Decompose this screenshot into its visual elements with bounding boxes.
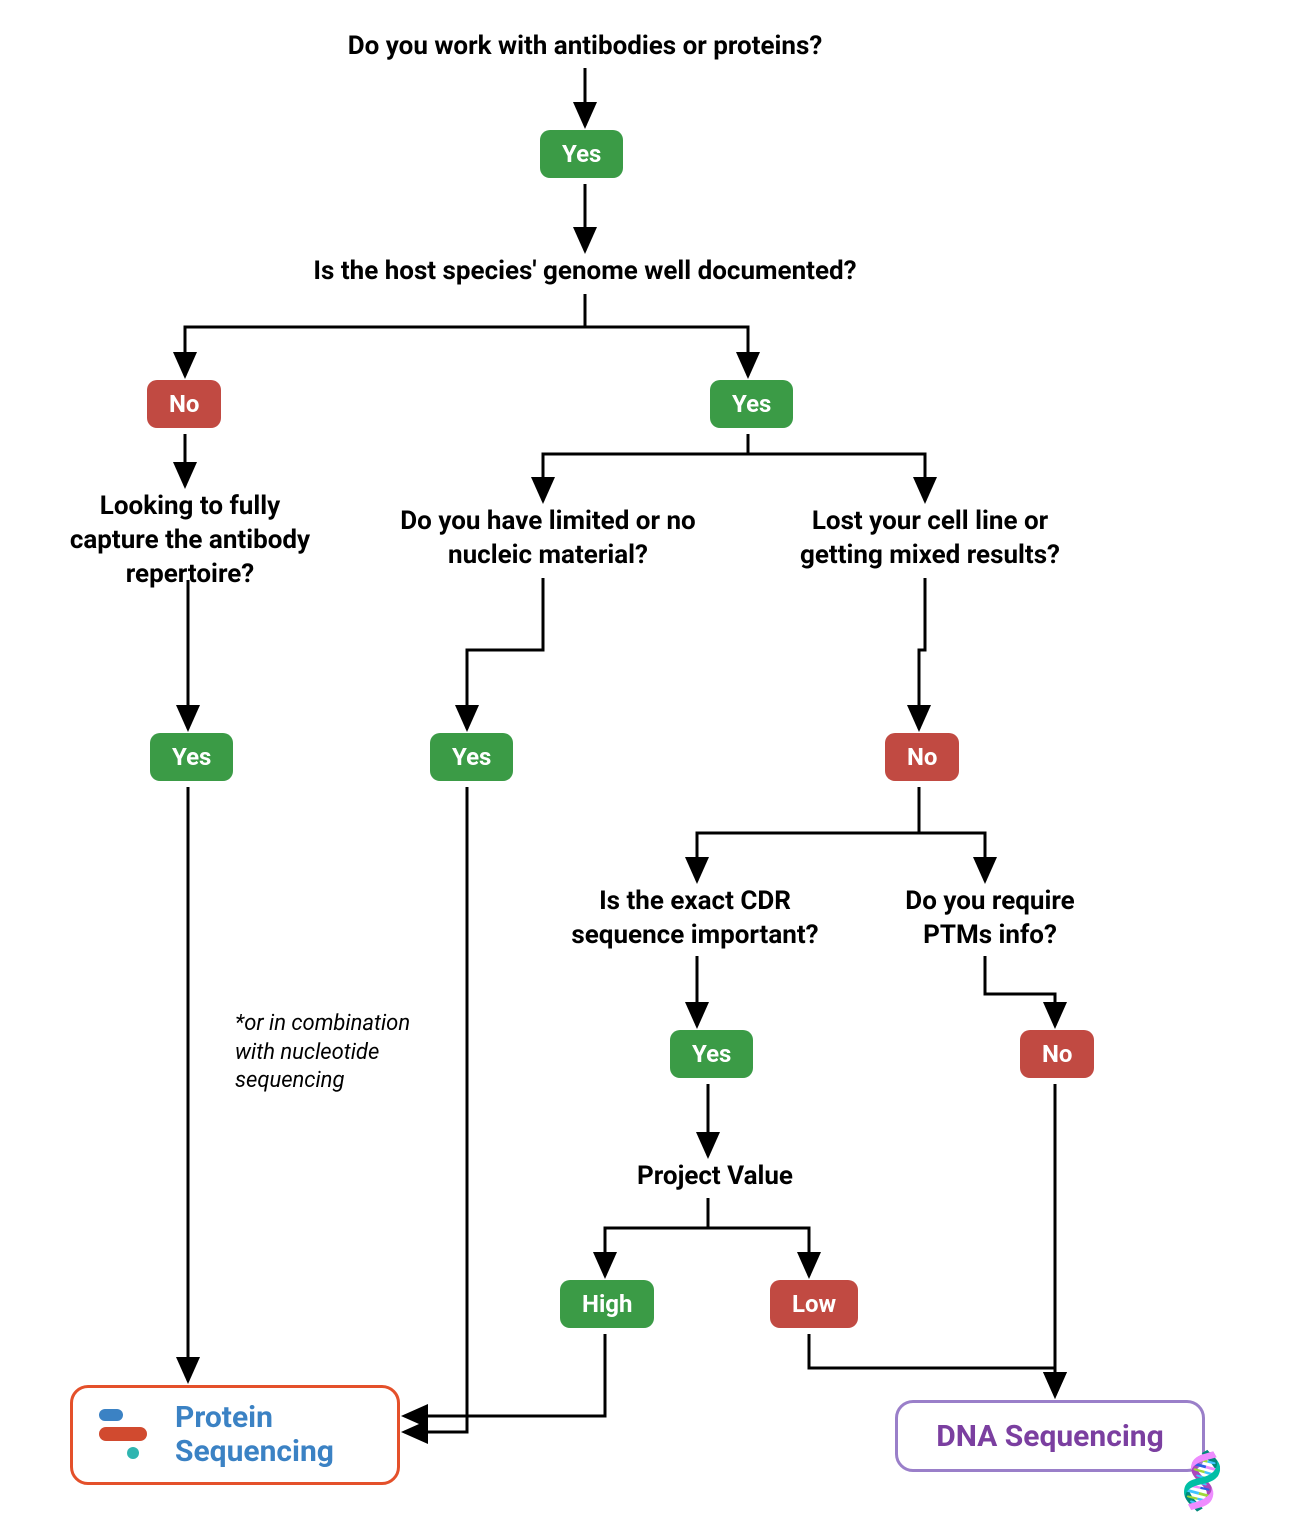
answer-a7_no: No [1020, 1030, 1094, 1078]
answer-a8_low: Low [770, 1280, 858, 1328]
flowchart-edge [467, 578, 543, 729]
flowchart-edge [605, 1198, 708, 1276]
answer-a3_yes: Yes [150, 733, 233, 781]
question-q8: Project Value [615, 1160, 815, 1194]
flowchart-edge [919, 578, 925, 729]
result-protein-label: ProteinSequencing [175, 1401, 334, 1470]
flowchart-edge [809, 1334, 1055, 1396]
answer-a8_high: High [560, 1280, 654, 1328]
flowchart-edge [708, 1198, 809, 1276]
question-q7: Do you require PTMs info? [880, 885, 1100, 953]
answer-a1_yes: Yes [540, 130, 623, 178]
result-protein-sequencing: ProteinSequencing [70, 1385, 400, 1485]
answer-a5_no: No [885, 733, 959, 781]
question-q6: Is the exact CDR sequence important? [565, 885, 825, 953]
flowchart-edge [585, 294, 748, 376]
result-dna-label: DNA Sequencing [936, 1419, 1163, 1454]
answer-a2_yes: Yes [710, 380, 793, 428]
question-q3: Looking to fully capture the antibody re… [60, 490, 320, 591]
question-q2: Is the host species' genome well documen… [245, 255, 925, 289]
question-q1: Do you work with antibodies or proteins? [275, 30, 895, 64]
answer-a6_yes: Yes [670, 1030, 753, 1078]
flowchart-edge [404, 787, 467, 1432]
flowchart-edge [748, 434, 925, 501]
flowchart-edge [404, 1334, 605, 1416]
question-q4: Do you have limited or no nucleic materi… [398, 505, 698, 573]
footnote: *or in combination with nucleotide seque… [235, 1010, 455, 1096]
flowchart-edge [919, 787, 985, 881]
flowchart-edge [185, 294, 585, 376]
answer-a4_yes: Yes [430, 733, 513, 781]
answer-a2_no: No [147, 380, 221, 428]
result-dna-sequencing: DNA Sequencing [895, 1400, 1205, 1472]
question-q5: Lost your cell line or getting mixed res… [770, 505, 1090, 573]
protein-icon [99, 1405, 159, 1465]
flowchart-edge [697, 787, 919, 881]
flowchart-edge [543, 434, 748, 501]
flowchart-edge [985, 956, 1055, 1026]
